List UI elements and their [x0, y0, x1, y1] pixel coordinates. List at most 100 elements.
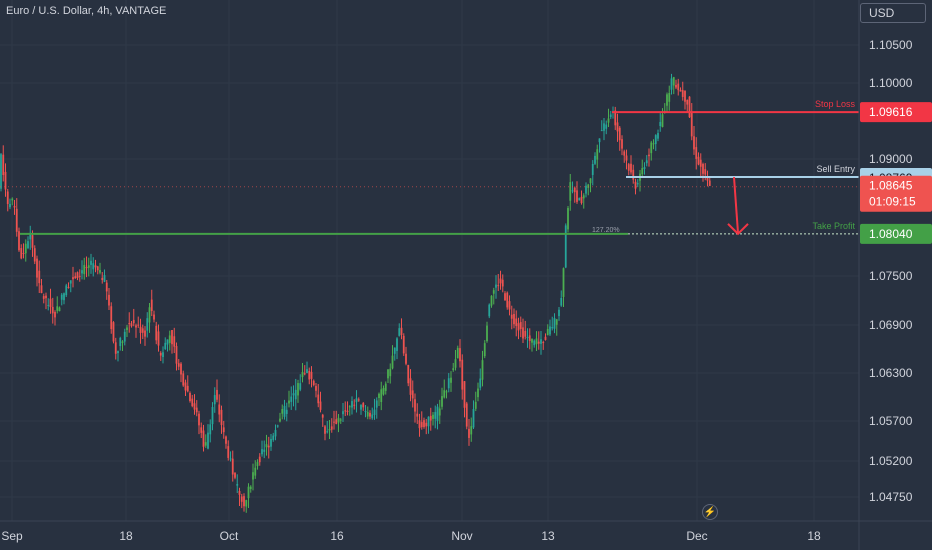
candle-body [58, 307, 61, 312]
candle-body [445, 391, 448, 393]
candle-body [465, 403, 468, 427]
candle-body [641, 168, 644, 175]
candle-body [65, 285, 68, 296]
candle-body [407, 364, 410, 384]
candle-body [643, 167, 646, 169]
candle-body [227, 446, 230, 458]
candle-body [0, 154, 2, 189]
candle-body [378, 393, 380, 398]
candle-body [607, 118, 610, 123]
candle-body [546, 329, 549, 336]
candle-body [558, 309, 560, 317]
candle-body [477, 388, 479, 398]
candle-body [549, 326, 551, 335]
candle-body [585, 185, 587, 194]
candle-body [207, 432, 209, 449]
candle-body [182, 373, 185, 386]
candle-body [132, 319, 135, 324]
candle-body [490, 295, 493, 306]
candle-body [87, 265, 90, 268]
candle-body [258, 456, 261, 463]
x-tick-label: Nov [451, 529, 472, 543]
currency-selector[interactable]: USD [860, 3, 926, 23]
stop-loss-badge [860, 102, 932, 123]
candle-body [690, 111, 693, 137]
candle-body [315, 386, 317, 391]
candle-body [108, 294, 110, 306]
candle-body [13, 205, 16, 208]
candle-body [659, 121, 662, 127]
candle-body [81, 270, 83, 274]
candle-body [85, 267, 88, 269]
candle-body [384, 383, 387, 391]
candle-body [2, 154, 5, 176]
candle-body [396, 338, 398, 351]
candle-body [45, 295, 47, 299]
candle-body [596, 149, 599, 160]
candle-body [702, 163, 704, 174]
candle-body [180, 363, 182, 375]
candle-body [137, 324, 140, 326]
candle-body [306, 369, 308, 374]
candle-body [708, 180, 711, 186]
candle-body [409, 378, 412, 395]
candle-body [288, 400, 290, 404]
candle-body [661, 114, 664, 128]
candle-body [281, 409, 284, 414]
candle-body [317, 394, 320, 404]
candle-body [636, 183, 639, 185]
candle-body [249, 486, 252, 490]
candle-body [342, 411, 344, 415]
x-tick-label: 18 [807, 529, 821, 543]
candle-body [47, 304, 50, 306]
candle-body [254, 467, 257, 476]
stop-loss-label: Stop Loss [815, 99, 856, 109]
candle-body [657, 133, 659, 139]
candle-body [265, 444, 268, 448]
candle-body [290, 396, 293, 402]
candle-body [126, 327, 128, 330]
candle-body [31, 235, 34, 248]
x-tick-label: Sep [1, 529, 23, 543]
candle-body [600, 130, 603, 132]
candle-body [427, 416, 430, 427]
candle-body [195, 407, 198, 413]
candle-body [40, 285, 43, 294]
candle-body [328, 429, 331, 431]
candle-body [492, 290, 495, 294]
candle-body [189, 393, 191, 402]
candle-body [112, 322, 115, 342]
symbol-title: Euro / U.S. Dollar, 4h, VANTAGE [6, 5, 167, 17]
candle-body [119, 337, 122, 347]
candle-body [297, 383, 299, 396]
candle-body [56, 306, 59, 311]
candle-body [519, 322, 522, 330]
candle-body [688, 96, 691, 118]
candle-body [292, 393, 295, 396]
candle-body [420, 422, 423, 428]
candle-body [434, 412, 437, 419]
candle-body [697, 156, 700, 165]
candle-body [162, 352, 164, 358]
candle-body [425, 422, 428, 427]
x-tick-label: 18 [119, 529, 133, 543]
candle-body [706, 177, 709, 181]
candle-body [537, 341, 540, 344]
candle-body [78, 275, 81, 277]
x-tick-label: 16 [330, 529, 344, 543]
candle-body [632, 169, 635, 180]
lightning-icon[interactable]: ⚡ [702, 504, 718, 520]
candle-body [474, 401, 477, 409]
candle-body [551, 327, 554, 329]
candle-body [330, 426, 333, 430]
candle-body [454, 359, 457, 368]
candle-body [114, 342, 117, 354]
candle-body [461, 359, 464, 390]
candle-body [27, 241, 29, 249]
y-tick-label: 1.05700 [869, 414, 913, 428]
candle-body [54, 311, 56, 318]
candle-body [677, 83, 680, 91]
candle-body [416, 413, 419, 417]
candle-body [576, 190, 578, 202]
